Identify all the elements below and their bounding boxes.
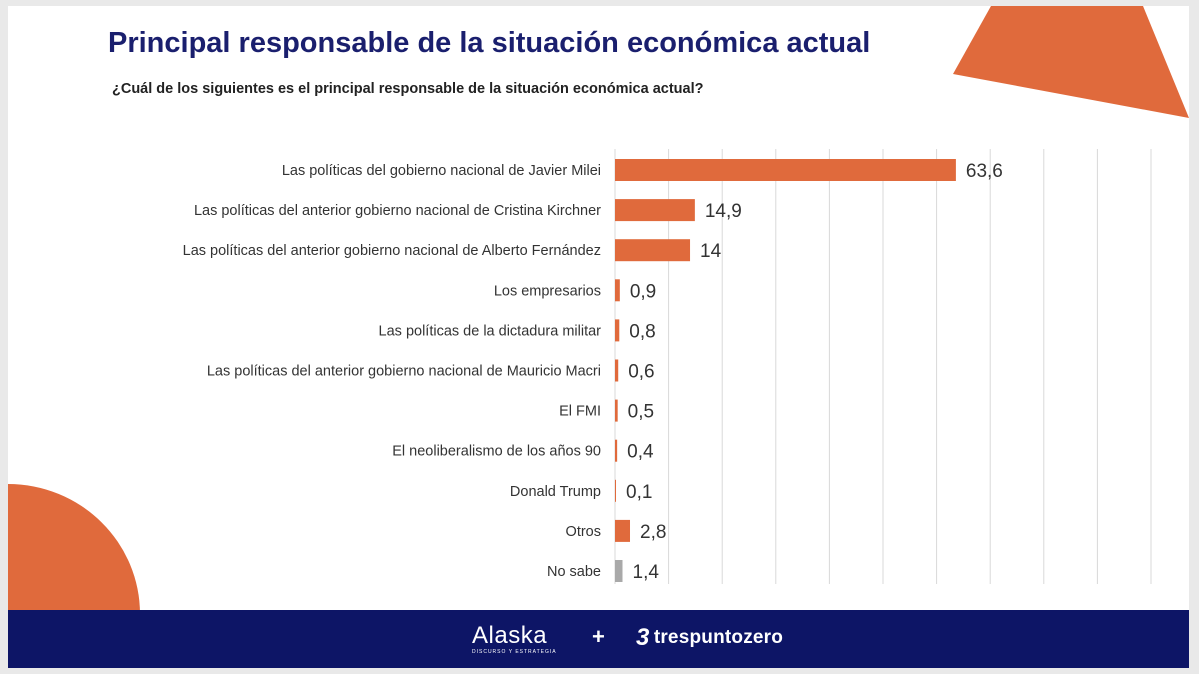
value-label: 14 xyxy=(700,241,722,262)
slide: Principal responsable de la situación ec… xyxy=(8,6,1189,668)
bar-chart: Las políticas del gobierno nacional de J… xyxy=(183,149,1152,584)
value-label: 0,6 xyxy=(628,362,654,383)
bar xyxy=(615,279,620,302)
decorative-trapezoid xyxy=(953,6,1189,118)
category-label: El FMI xyxy=(559,404,601,420)
category-label: Las políticas del anterior gobierno naci… xyxy=(207,364,601,380)
bar xyxy=(615,159,956,181)
alaska-logo: Alaska DISCURSO Y ESTRATEGIA xyxy=(472,624,557,658)
category-label: Las políticas del gobierno nacional de J… xyxy=(282,163,601,179)
bar xyxy=(615,199,695,222)
value-label: 0,9 xyxy=(630,281,656,302)
alaska-logo-tagline: DISCURSO Y ESTRATEGIA xyxy=(472,649,557,655)
category-label: Las políticas del anterior gobierno naci… xyxy=(194,203,601,219)
trespuntozero-logo: 3 trespuntozero xyxy=(636,626,783,650)
bar xyxy=(615,319,620,342)
category-label: Donald Trump xyxy=(510,484,601,500)
trespuntozero-logo-mark: 3 xyxy=(636,624,650,651)
value-label: 63,6 xyxy=(966,161,1003,182)
category-label: Las políticas de la dictadura militar xyxy=(379,323,602,339)
bar xyxy=(615,439,618,462)
category-label: Las políticas del anterior gobierno naci… xyxy=(183,243,601,259)
category-label: Otros xyxy=(566,524,601,540)
bar xyxy=(615,519,631,542)
bar xyxy=(615,479,616,502)
category-label: Los empresarios xyxy=(494,283,601,299)
bar xyxy=(615,399,618,422)
bar xyxy=(615,560,623,582)
decorative-circle xyxy=(8,484,140,614)
bar xyxy=(615,239,691,262)
value-label: 1,4 xyxy=(633,562,660,583)
value-label: 0,5 xyxy=(628,402,654,423)
category-label: No sabe xyxy=(547,564,601,580)
bar xyxy=(615,359,619,382)
value-label: 0,4 xyxy=(627,442,654,463)
page-title: Principal responsable de la situación ec… xyxy=(108,27,871,59)
page-subtitle: ¿Cuál de los siguientes es el principal … xyxy=(112,81,704,97)
value-label: 0,8 xyxy=(629,321,655,342)
footer-bar: Alaska DISCURSO Y ESTRATEGIA + 3 trespun… xyxy=(8,610,1189,668)
plus-sign: + xyxy=(592,624,605,649)
trespuntozero-logo-text: trespuntozero xyxy=(653,627,784,648)
value-label: 2,8 xyxy=(640,522,666,543)
value-label: 0,1 xyxy=(626,482,652,503)
value-label: 14,9 xyxy=(705,201,742,222)
category-label: El neoliberalismo de los años 90 xyxy=(392,444,601,460)
alaska-logo-text: Alaska xyxy=(472,622,548,649)
